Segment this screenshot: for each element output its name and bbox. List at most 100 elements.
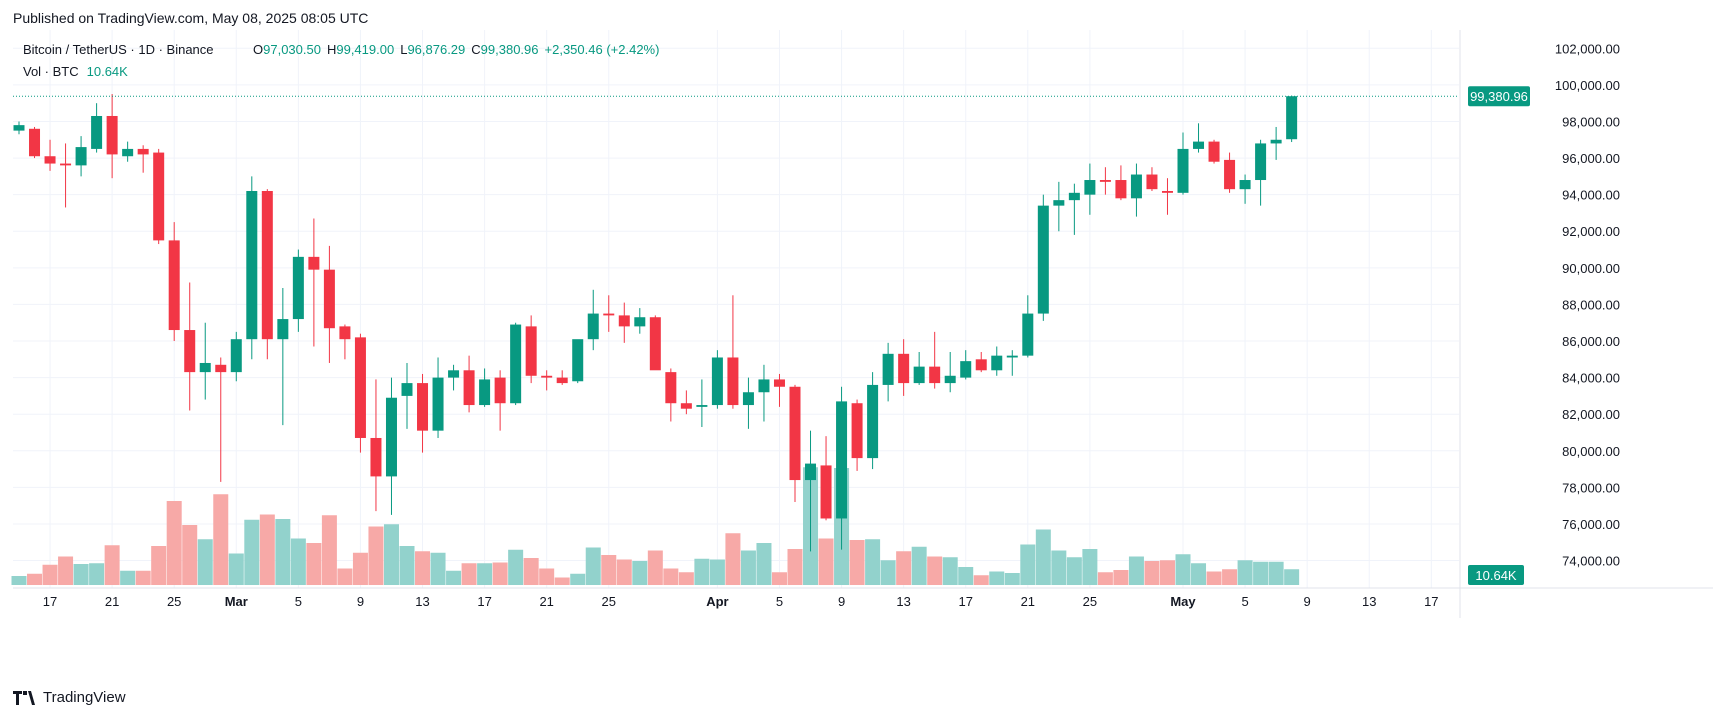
published-caption: Published on TradingView.com, May 08, 20… bbox=[13, 10, 369, 26]
candle bbox=[525, 315, 537, 384]
volume-bar bbox=[135, 570, 151, 585]
candle bbox=[1177, 132, 1189, 195]
price-tick-label: 102,000.00 bbox=[1555, 41, 1620, 56]
candle bbox=[991, 346, 1003, 376]
open-value: 97,030.50 bbox=[263, 42, 321, 57]
volume-bar bbox=[492, 562, 508, 585]
time-tick-label: 5 bbox=[295, 594, 302, 609]
candle bbox=[29, 126, 41, 159]
candle bbox=[1022, 295, 1034, 358]
candle-body bbox=[60, 163, 72, 166]
candle-body bbox=[246, 190, 258, 340]
candle-body bbox=[618, 315, 630, 327]
candle bbox=[60, 143, 72, 208]
time-tick-label: 25 bbox=[602, 594, 616, 609]
candle-body bbox=[215, 364, 227, 373]
candle bbox=[153, 148, 165, 245]
candle-body bbox=[1193, 141, 1205, 149]
candle-body bbox=[1053, 200, 1065, 206]
time-tick-label: Apr bbox=[706, 594, 728, 609]
candle-body bbox=[556, 377, 568, 384]
candle-body bbox=[867, 384, 879, 459]
candle-body bbox=[929, 366, 941, 384]
volume-bar bbox=[1051, 550, 1067, 585]
price-tick-label: 84,000.00 bbox=[1562, 371, 1620, 386]
candle bbox=[246, 176, 258, 360]
volume-bar bbox=[415, 551, 431, 585]
candle-body bbox=[1208, 141, 1220, 162]
candle-body bbox=[1239, 180, 1251, 190]
volume-bar bbox=[27, 573, 43, 585]
volume-bar bbox=[865, 539, 881, 585]
candle bbox=[168, 222, 180, 342]
candle-body bbox=[494, 377, 506, 404]
volume-legend: Vol · BTC 10.64K bbox=[23, 64, 128, 79]
candle-body bbox=[168, 240, 180, 331]
volume-bar bbox=[1222, 569, 1238, 585]
volume-bar bbox=[585, 547, 601, 585]
candle bbox=[1053, 181, 1065, 232]
candle bbox=[432, 357, 444, 438]
candle bbox=[634, 308, 646, 334]
candle-body bbox=[649, 317, 661, 371]
candle bbox=[789, 384, 801, 503]
volume-bar bbox=[352, 552, 368, 585]
candle-body bbox=[851, 403, 863, 459]
time-tick-label: Mar bbox=[225, 594, 248, 609]
candle bbox=[479, 368, 491, 407]
time-tick-label: 21 bbox=[539, 594, 553, 609]
open-label: O bbox=[253, 42, 263, 57]
candle-body bbox=[29, 128, 41, 157]
low-label: L bbox=[400, 42, 407, 57]
volume-bar bbox=[1082, 549, 1098, 585]
candle-body bbox=[122, 148, 134, 157]
candle bbox=[867, 372, 879, 470]
candle bbox=[944, 351, 956, 393]
candle-body bbox=[603, 313, 615, 316]
volume-bar bbox=[896, 551, 912, 585]
candle bbox=[323, 245, 335, 363]
candle bbox=[1193, 123, 1205, 153]
volume-bar bbox=[151, 546, 167, 585]
candle bbox=[44, 139, 56, 171]
tradingview-logo[interactable]: TradingView bbox=[13, 689, 126, 706]
candle-body bbox=[137, 148, 149, 155]
volume-bar bbox=[1268, 561, 1284, 585]
candle bbox=[1208, 139, 1220, 164]
candle-body bbox=[1270, 139, 1282, 144]
candle-body bbox=[572, 339, 584, 382]
candle bbox=[1255, 139, 1267, 206]
candle-body bbox=[541, 375, 553, 378]
candle bbox=[91, 103, 103, 153]
candle bbox=[1146, 167, 1158, 191]
candle bbox=[711, 350, 723, 409]
volume-bar bbox=[1237, 560, 1253, 585]
candle-body bbox=[370, 437, 382, 477]
volume-bar bbox=[632, 561, 648, 585]
candle-body bbox=[820, 465, 832, 519]
volume-bar bbox=[911, 546, 927, 585]
time-tick-label: 21 bbox=[105, 594, 119, 609]
volume-bar bbox=[601, 555, 617, 585]
high-label: H bbox=[327, 42, 336, 57]
time-tick-label: 17 bbox=[477, 594, 491, 609]
time-tick-label: 17 bbox=[958, 594, 972, 609]
time-tick-label: 25 bbox=[1083, 594, 1097, 609]
legend-ohlc: O97,030.50 H99,419.00 L96,876.29 C99,380.96… bbox=[253, 42, 659, 57]
candle-body bbox=[1084, 180, 1096, 195]
price-tick-label: 100,000.00 bbox=[1555, 78, 1620, 93]
volume-bar bbox=[461, 563, 477, 585]
last-price-tag-label: 99,380.96 bbox=[1470, 89, 1528, 104]
candle-body bbox=[1068, 192, 1080, 201]
candle bbox=[308, 218, 320, 347]
candle bbox=[261, 189, 273, 360]
candle-body bbox=[292, 256, 304, 320]
legend-symbol: Bitcoin / TetherUS · 1D · Binance bbox=[23, 42, 214, 57]
candle-body bbox=[385, 397, 397, 477]
price-tick-label: 90,000.00 bbox=[1562, 261, 1620, 276]
candle bbox=[494, 370, 506, 431]
volume-bar bbox=[787, 549, 803, 585]
candle bbox=[230, 331, 242, 382]
volume-bar bbox=[1206, 571, 1222, 585]
